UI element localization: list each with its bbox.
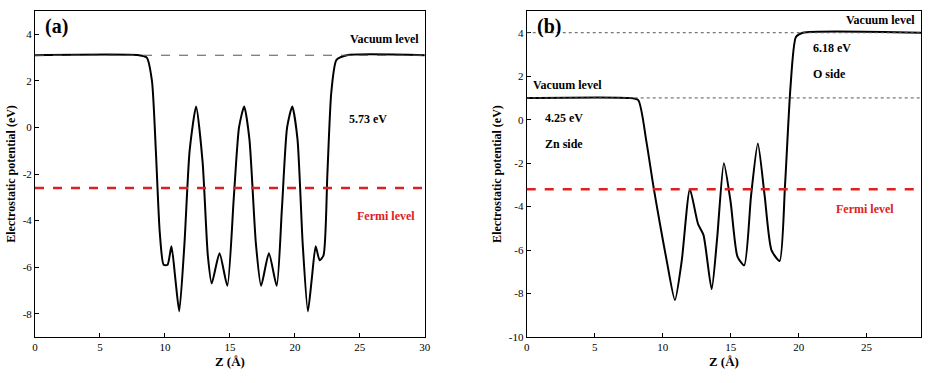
svg-text:-10: -10 [509,331,524,343]
svg-text:(a): (a) [45,15,68,38]
svg-text:2: 2 [26,75,32,87]
svg-text:15: 15 [725,341,737,353]
svg-text:Electrostatic potential (eV): Electrostatic potential (eV) [4,105,18,243]
svg-text:5: 5 [97,341,103,353]
svg-text:0: 0 [518,114,524,126]
svg-text:Zn side: Zn side [545,137,583,151]
svg-text:10: 10 [159,341,171,353]
svg-text:O side: O side [813,67,846,81]
svg-text:0: 0 [524,341,530,353]
svg-text:-6: -6 [23,261,33,273]
svg-text:Vacuum level: Vacuum level [846,13,915,27]
svg-text:-8: -8 [23,308,33,320]
svg-text:-8: -8 [514,287,524,299]
svg-text:10: 10 [657,341,669,353]
svg-text:-4: -4 [514,200,524,212]
svg-text:Fermi level: Fermi level [357,209,415,223]
svg-text:Z (Å): Z (Å) [215,354,245,369]
svg-text:(b): (b) [537,15,561,38]
svg-text:-4: -4 [23,214,33,226]
svg-text:4.25 eV: 4.25 eV [545,111,583,125]
svg-text:Electrostatic potential (eV): Electrostatic potential (eV) [490,105,504,243]
svg-text:Z (Å): Z (Å) [709,354,739,369]
svg-text:-2: -2 [514,157,523,169]
svg-text:20: 20 [793,341,805,353]
svg-text:-6: -6 [514,244,524,256]
svg-text:6.18 eV: 6.18 eV [813,41,851,55]
svg-text:2: 2 [518,70,524,82]
svg-text:5.73 eV: 5.73 eV [349,112,387,126]
svg-text:5: 5 [592,341,598,353]
svg-text:0: 0 [32,341,38,353]
svg-text:25: 25 [861,341,873,353]
svg-text:4: 4 [26,28,32,40]
svg-text:Fermi level: Fermi level [836,202,894,216]
svg-text:4: 4 [518,27,524,39]
svg-text:Vacuum level: Vacuum level [533,78,602,92]
svg-text:0: 0 [26,121,32,133]
svg-text:20: 20 [289,341,301,353]
svg-text:25: 25 [354,341,366,353]
svg-text:Vacuum level: Vacuum level [350,32,419,46]
svg-text:-2: -2 [23,168,32,180]
svg-text:30: 30 [419,341,431,353]
svg-text:15: 15 [224,341,236,353]
